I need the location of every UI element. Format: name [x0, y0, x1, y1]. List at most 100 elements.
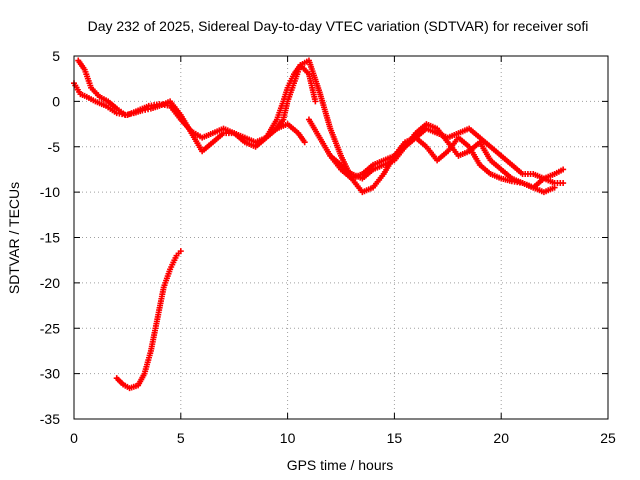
- trail-marker-track-b-6-2: [127, 110, 134, 117]
- trail-marker-track-d-16-5: [485, 142, 492, 149]
- x-axis-label: GPS time / hours: [287, 457, 394, 473]
- trail-marker-track-b-4-4: [112, 104, 119, 111]
- trail-marker-track-e-9-4: [431, 124, 438, 131]
- y-tick-label-6: -25: [40, 320, 60, 336]
- trail-marker-track-d-20-3: [527, 170, 534, 177]
- trail-marker-track-a-0-4: [76, 88, 83, 95]
- trail-marker-track-b-11-6: [176, 110, 183, 117]
- trail-marker-track-b-10-4: [164, 99, 171, 106]
- trail-marker-track-b-14-5: [208, 140, 215, 147]
- trail-marker-track-c-22-4: [496, 174, 503, 181]
- y-tick-label-1: 0: [52, 93, 60, 109]
- trail-marker-track-b-2-4: [94, 92, 101, 99]
- y-tick-label-7: -30: [40, 366, 60, 382]
- trail-marker-track-c-5-14: [315, 87, 322, 94]
- trail-marker-track-c-15-5: [421, 142, 428, 149]
- trail-marker-track-e-21-2: [557, 180, 564, 187]
- trail-marker-track-f-3-5: [140, 372, 147, 379]
- trail-marker-track-b-7-3: [137, 108, 144, 115]
- trail-marker-track-c-11-6: [379, 172, 386, 179]
- x-tick-label-1: 5: [177, 430, 185, 446]
- trail-marker-track-f-2-3: [132, 383, 139, 390]
- axes: 0 5 10 15 20 25 5 0 -5 -10 -15 -20 -25 -30 -35: [40, 48, 616, 446]
- trail-marker-track-f-7-7: [166, 268, 173, 275]
- trail-marker-track-e-20-4: [549, 179, 556, 186]
- trail-marker-track-b-9-3: [154, 103, 161, 110]
- trail-marker-track-c-27-4: [549, 185, 556, 192]
- trail-marker-track-e-6-6: [400, 145, 407, 152]
- trail-marker-track-a-3-4: [100, 102, 107, 109]
- trail-marker-track-f-5-13: [153, 318, 160, 325]
- trail-marker-track-a-2-3: [90, 97, 97, 104]
- trail-marker-track-c-10-4: [367, 185, 374, 192]
- y-tick-label-8: -35: [40, 411, 60, 427]
- y-tick-label-5: -20: [40, 275, 60, 291]
- trail-marker-track-b-22-5: [293, 128, 300, 135]
- trail-marker-track-a-24-4: [304, 69, 311, 76]
- series-track-e: [327, 121, 567, 191]
- y-tick-label-0: 5: [52, 48, 60, 64]
- trail-marker-track-f-8-5: [172, 254, 179, 261]
- y-tick-label-2: -5: [48, 139, 61, 155]
- y-tick-label-3: -10: [40, 184, 60, 200]
- trail-marker-track-b-8-2: [145, 106, 152, 113]
- trail-marker-track-a-13-4: [207, 131, 214, 138]
- trail-marker-track-e-11-6: [453, 150, 460, 157]
- trail-marker-track-c-21-5: [485, 169, 492, 176]
- x-tick-label-2: 10: [280, 430, 296, 446]
- y-axis-label: SDTVAR / TECUs: [6, 182, 22, 294]
- trail-marker-track-f-4-9: [147, 350, 154, 357]
- x-tick-label-0: 0: [70, 430, 78, 446]
- trail-marker-track-b-3-3: [103, 97, 110, 104]
- trail-marker-track-c-4-3: [303, 58, 310, 65]
- trail-marker-track-c-9-6: [357, 187, 364, 194]
- trail-marker-track-e-4-4: [378, 162, 385, 169]
- trail-marker-track-d-13-4: [453, 131, 460, 138]
- trail-marker-track-a-1-2: [81, 92, 88, 99]
- trail-marker-track-b-0-4: [80, 64, 87, 71]
- trail-marker-track-b-17-4: [239, 133, 246, 140]
- trail-marker-track-b-12-8: [187, 128, 194, 135]
- trail-marker-track-e-15-5: [496, 164, 503, 171]
- trail-marker-track-e-17-4: [517, 179, 524, 186]
- trail-marker-track-b-16-3: [228, 130, 235, 137]
- trail-marker-track-b-5-3: [120, 110, 127, 117]
- trail-marker-track-a-19-8: [272, 118, 279, 125]
- trail-marker-track-c-6-16: [326, 123, 333, 130]
- trail-marker-track-b-1-7: [87, 82, 94, 89]
- trail-marker-track-f-0-3: [118, 379, 125, 386]
- chart-title: Day 232 of 2025, Sidereal Day-to-day VTE…: [88, 18, 589, 34]
- data-series: [71, 57, 567, 392]
- trail-marker-track-b-23-4: [300, 137, 307, 144]
- trail-marker-track-f-9-1: [175, 250, 182, 257]
- y-tick-label-4: -15: [40, 230, 60, 246]
- trail-marker-track-e-7-6: [411, 132, 418, 139]
- trail-marker-track-d-18-5: [507, 160, 514, 167]
- trail-marker-track-b-19-4: [261, 135, 268, 142]
- trail-marker-track-c-19-5: [464, 142, 471, 149]
- trail-marker-track-c-3-7: [296, 64, 303, 71]
- trail-marker-track-e-1-5: [346, 169, 353, 176]
- trail-marker-track-c-1-7: [284, 100, 291, 107]
- series-track-f: [113, 248, 184, 392]
- trail-marker-track-d-22-4: [549, 171, 556, 178]
- trail-marker-track-d-19-5: [517, 169, 524, 176]
- trail-marker-track-c-20-8: [475, 159, 482, 166]
- x-tick-label-5: 25: [600, 430, 616, 446]
- trail-marker-track-e-14-8: [486, 155, 493, 162]
- series-track-b: [75, 57, 308, 155]
- trail-marker-track-e-16-5: [507, 174, 514, 180]
- x-tick-label-4: 20: [493, 430, 509, 446]
- trail-marker-track-c-17-5: [443, 149, 450, 156]
- trail-marker-track-d-0-8: [315, 132, 322, 139]
- trail-marker-track-b-15-5: [218, 131, 225, 138]
- trail-marker-track-d-17-5: [496, 151, 503, 158]
- trail-marker-track-e-0-5: [336, 160, 343, 167]
- trail-marker-track-c-0-4: [279, 118, 286, 125]
- trail-marker-track-d-15-5: [475, 133, 482, 140]
- x-tick-label-3: 15: [387, 430, 403, 446]
- trail-marker-track-e-10-6: [443, 137, 450, 144]
- trail-marker-track-e-5-4: [389, 158, 396, 165]
